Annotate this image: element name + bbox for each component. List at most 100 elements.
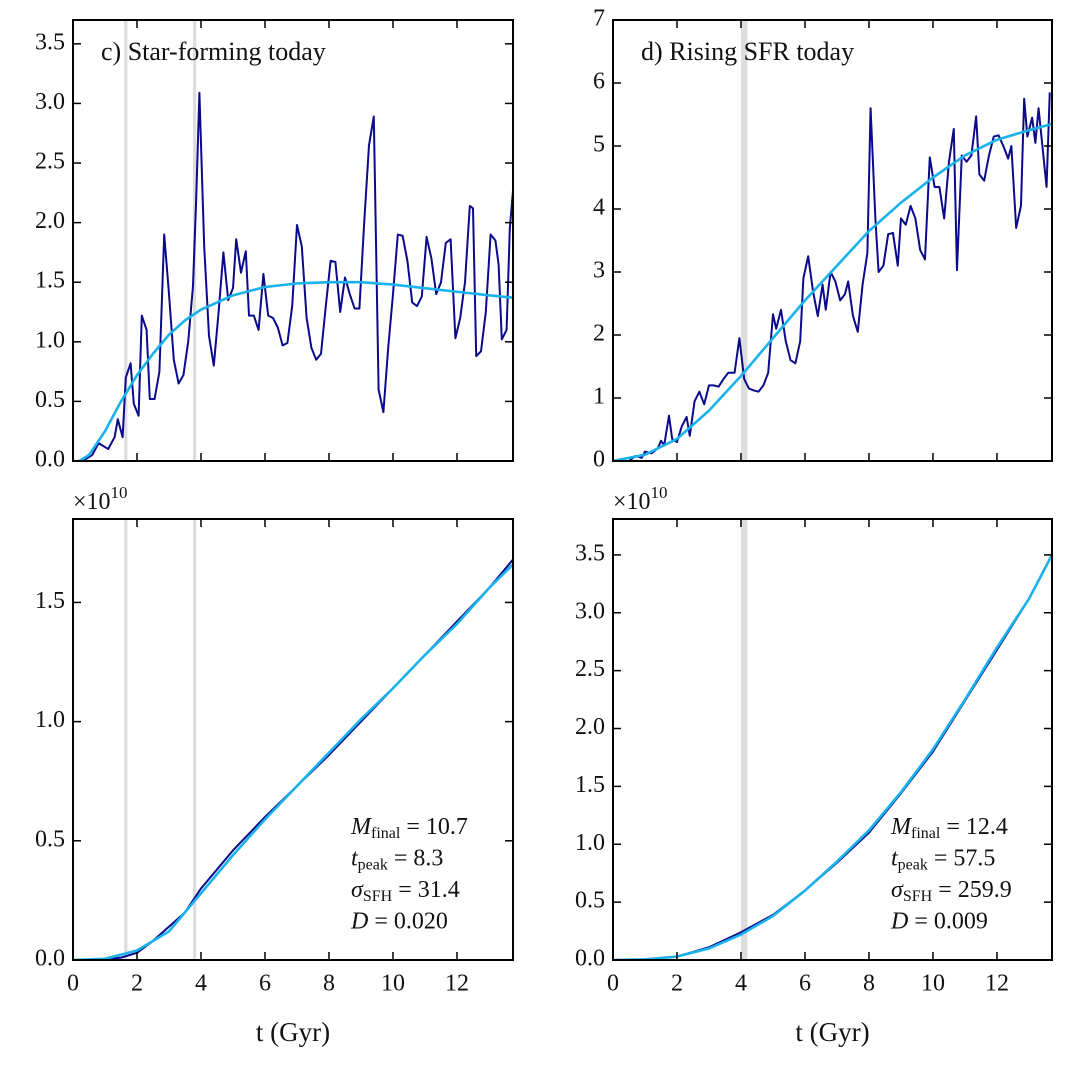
y-tick-label: 1.0 <box>35 707 65 733</box>
y-tick-label: 2.0 <box>35 208 65 234</box>
annotation-var: σ <box>891 877 904 903</box>
annotation: σSFH = 31.4 <box>351 877 460 905</box>
annotation-var: M <box>890 814 913 840</box>
x-tick-label: 8 <box>323 971 335 997</box>
y-tick-label: 2.0 <box>575 714 605 740</box>
axes-frame <box>72 19 514 462</box>
multiplier-base: ×10 <box>613 489 651 515</box>
panel-title: c) Star-forming today <box>101 37 326 66</box>
annotation: D = 0.020 <box>350 908 448 934</box>
annotation-var: D <box>350 908 368 934</box>
y-tick-label: 0.5 <box>35 387 65 413</box>
annotation-value: = 57.5 <box>934 845 996 871</box>
panel-title: d) Rising SFR today <box>641 37 854 66</box>
x-axis-label: t (Gyr) <box>795 1017 869 1047</box>
multiplier-base: ×10 <box>73 489 111 515</box>
x-tick-label: 0 <box>67 971 79 997</box>
annotation-var: σ <box>351 877 364 903</box>
y-tick-label: 3.0 <box>575 598 605 624</box>
annotation-value: = 0.020 <box>374 908 448 934</box>
plot-area <box>73 519 513 960</box>
axes-frame <box>612 19 1053 462</box>
y-tick-label: 1.5 <box>35 588 65 614</box>
multiplier-exponent: 10 <box>111 483 128 502</box>
y-tick-label: 0.5 <box>575 888 605 914</box>
y-tick-label: 1.5 <box>575 772 605 798</box>
y-tick-label: 3.5 <box>35 29 65 55</box>
band <box>124 20 128 461</box>
annotation-var: t <box>891 845 899 871</box>
y-tick-label: 0.0 <box>35 447 65 473</box>
plot-area <box>613 519 1052 960</box>
annotation-sub: SFH <box>903 888 933 905</box>
y-tick-label: 0.0 <box>575 946 605 972</box>
annotation-sub: peak <box>898 856 928 873</box>
y-tick-label: 3 <box>593 258 605 284</box>
annotation-value: = 31.4 <box>398 877 460 903</box>
annotation-var: M <box>350 814 373 840</box>
y-multiplier: ×1010 <box>613 483 668 515</box>
band <box>193 519 197 960</box>
band <box>740 20 748 461</box>
y-tick-label: 0.0 <box>35 946 65 972</box>
axes-frame <box>72 518 514 961</box>
x-tick-label: 6 <box>799 971 811 997</box>
annotation-var: D <box>890 908 908 934</box>
annotation-sub: final <box>371 825 401 842</box>
y-tick-label: 5 <box>593 132 605 158</box>
y-tick-label: 1.5 <box>35 268 65 294</box>
multiplier-exponent: 10 <box>651 483 668 502</box>
band <box>124 519 128 960</box>
annotation: Mfinal = 10.7 <box>350 814 468 842</box>
y-tick-label: 1.0 <box>575 830 605 856</box>
annotation: D = 0.009 <box>890 908 988 934</box>
y-tick-label: 1.0 <box>35 327 65 353</box>
annotation-sub: peak <box>358 856 388 873</box>
annotation: tpeak = 8.3 <box>351 845 443 873</box>
annotation: Mfinal = 12.4 <box>890 814 1008 842</box>
y-tick-label: 7 <box>593 6 605 32</box>
x-tick-label: 0 <box>607 971 619 997</box>
x-tick-label: 12 <box>445 971 469 997</box>
annotation-var: t <box>351 845 359 871</box>
annotation-value: = 0.009 <box>914 908 988 934</box>
band <box>740 519 748 960</box>
x-tick-label: 4 <box>735 971 747 997</box>
annotation-sub: final <box>911 825 941 842</box>
line-series <box>73 563 513 960</box>
x-tick-label: 4 <box>195 971 207 997</box>
panel: 0 2 4 6 8 10 12 0.0 0.5 1.0 1.5 2.0 2.5 3.0 3.5 t (Gyr)… <box>575 483 1053 1047</box>
y-tick-label: 6 <box>593 69 605 95</box>
y-multiplier: ×1010 <box>73 483 128 515</box>
annotation-sub: SFH <box>363 888 393 905</box>
y-tick-label: 4 <box>593 195 605 221</box>
x-tick-label: 6 <box>259 971 271 997</box>
line-series <box>613 92 1051 461</box>
x-tick-label: 2 <box>671 971 683 997</box>
line-series <box>613 122 1052 461</box>
panel: 0 1 2 3 4 5 6 7 d) Rising SFR today <box>593 6 1053 473</box>
y-tick-label: 0 <box>593 447 605 473</box>
x-tick-label: 12 <box>985 971 1009 997</box>
y-tick-label: 1 <box>593 384 605 410</box>
x-tick-label: 8 <box>863 971 875 997</box>
annotation-value: = 8.3 <box>394 845 444 871</box>
x-tick-label: 2 <box>131 971 143 997</box>
annotation-value: = 10.7 <box>406 814 468 840</box>
annotation: tpeak = 57.5 <box>891 845 995 873</box>
y-tick-label: 3.0 <box>35 89 65 115</box>
panel: 0.0 0.5 1.0 1.5 2.0 2.5 3.0 3.5 c) Star-forming … <box>35 19 514 473</box>
y-tick-label: 2.5 <box>575 656 605 682</box>
line-series <box>73 280 513 461</box>
line-series <box>613 554 1052 960</box>
plot-area <box>613 20 1052 461</box>
y-tick-label: 2.5 <box>35 149 65 175</box>
line-series <box>73 91 513 461</box>
axes-frame <box>612 518 1053 961</box>
annotation-value: = 259.9 <box>938 877 1012 903</box>
plot-area <box>73 20 513 461</box>
x-axis-label: t (Gyr) <box>256 1017 330 1047</box>
x-tick-label: 10 <box>381 971 405 997</box>
